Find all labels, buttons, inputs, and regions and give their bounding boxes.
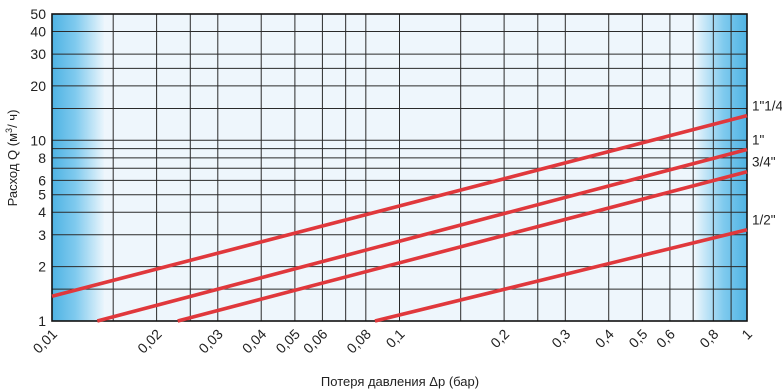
x-tick-label: 0,01 [30, 326, 61, 357]
y-axis-title: Расход Q (м3/ ч) [4, 110, 20, 207]
y-tick-label: 2 [38, 259, 46, 275]
x-tick-label: 0,2 [487, 326, 512, 351]
left-edge-shade [52, 14, 104, 321]
right-edge-shade [695, 14, 747, 321]
y-tick-label: 6 [38, 172, 46, 188]
y-tick-labels: 1 2 3 456 8 10 20 30 40 50 [30, 6, 46, 329]
y-tick-label: 20 [30, 78, 46, 94]
y-tick-label: 4 [38, 204, 46, 220]
y-tick-label: 1 [38, 313, 46, 329]
x-tick-label: 0,02 [134, 326, 165, 357]
y-tick-label: 3 [38, 227, 46, 243]
x-tick-label: 0,3 [548, 326, 573, 351]
series-label: 1/2" [752, 213, 776, 228]
series-lines [51, 113, 748, 323]
x-tick-labels: 0,01 0,02 0,03 0,04 0,050,06 0,08 0,1 0,2 0,3 0,4… [30, 326, 756, 357]
x-tick-label: 0,04 [239, 326, 270, 357]
x-tick-label: 0,03 [195, 326, 226, 357]
series-label: 1"1/4 [752, 99, 782, 114]
series-labels: 1"1/4 1" 3/4" 1/2" [752, 99, 782, 228]
y-tick-label: 40 [30, 24, 46, 40]
y-tick-label: 8 [38, 150, 46, 166]
x-tick-label: 0,05 [272, 326, 303, 357]
x-tick-label: 0,5 [625, 326, 650, 351]
x-tick-label: 0,8 [696, 326, 721, 351]
series-line [177, 169, 748, 323]
x-tick-label: 1 [738, 326, 755, 343]
x-tick-label: 0,06 [300, 326, 331, 357]
y-tick-label: 5 [38, 187, 46, 203]
y-tick-label: 50 [30, 6, 46, 22]
grid [51, 13, 748, 322]
x-tick-label: 0,6 [653, 326, 678, 351]
series-label: 3/4" [752, 155, 776, 170]
series-line [374, 227, 748, 323]
series-line [96, 147, 748, 323]
x-tick-label: 0,4 [592, 326, 617, 351]
y-tick-label: 10 [30, 132, 46, 148]
plot-frame [51, 13, 748, 322]
series-line [51, 113, 748, 299]
x-tick-label: 0,1 [383, 326, 408, 351]
x-tick-label: 0,08 [343, 326, 374, 357]
y-tick-label: 30 [30, 46, 46, 62]
x-axis-title: Потеря давления Δp (бар) [321, 374, 479, 389]
series-label: 1" [752, 132, 765, 147]
